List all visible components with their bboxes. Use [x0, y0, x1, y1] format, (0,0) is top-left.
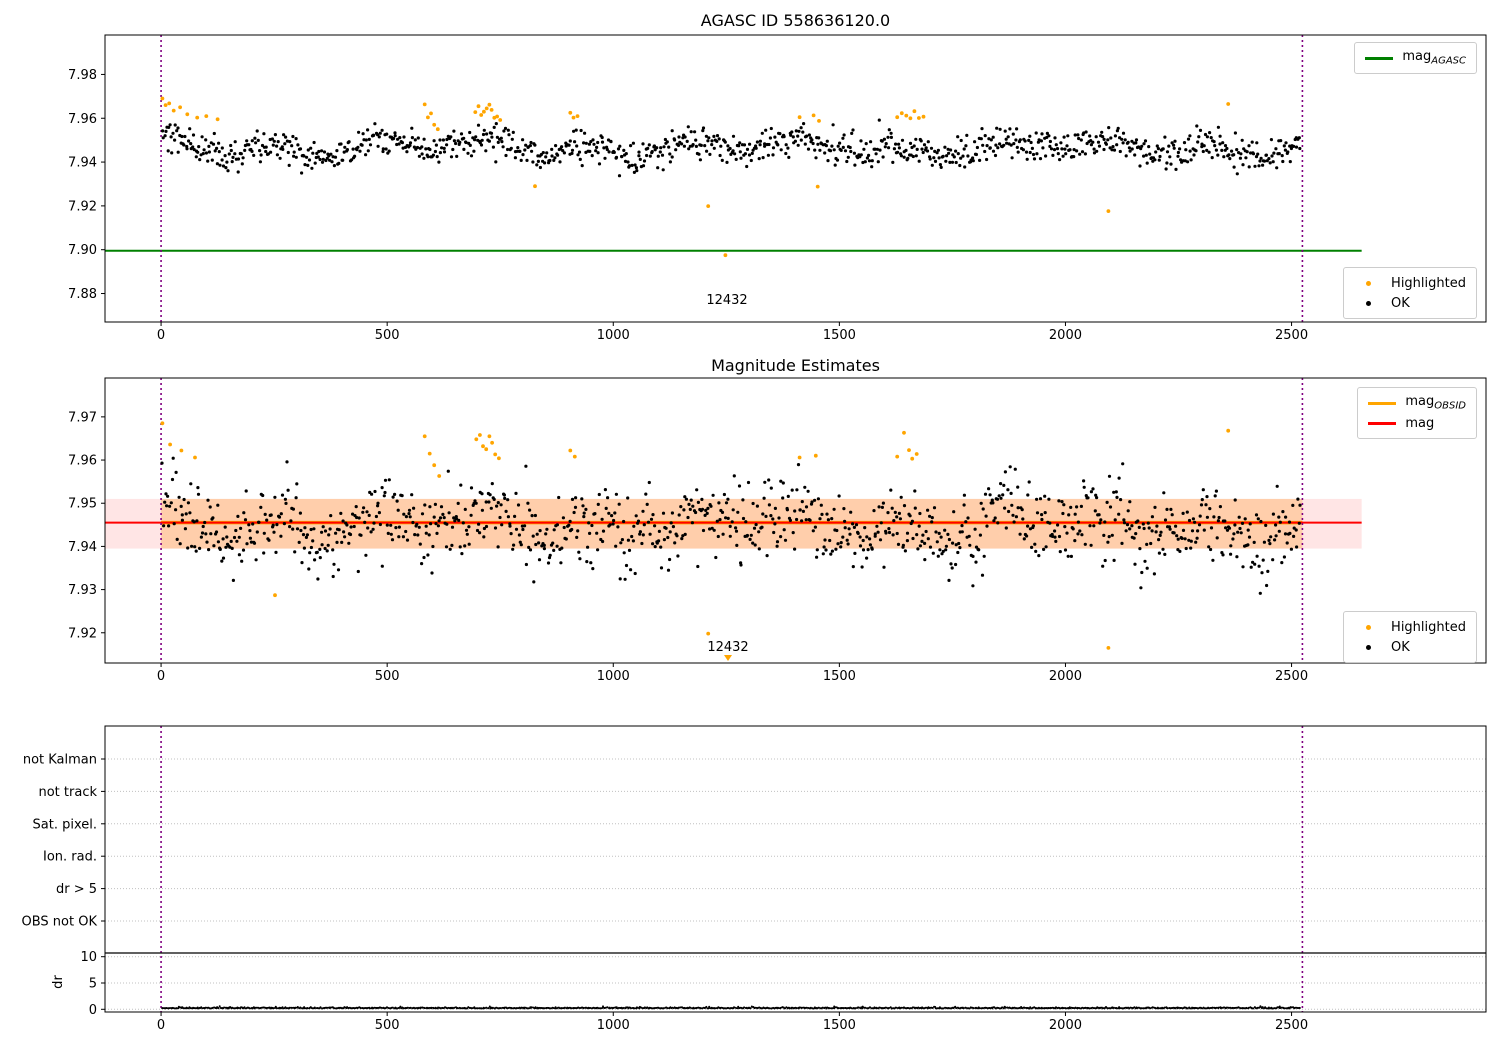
triangle-down-icon	[724, 655, 732, 661]
x-tick-label: 0	[157, 1018, 165, 1033]
y-tick-label: 7.97	[68, 410, 97, 425]
category-label: OBS not OK	[22, 915, 98, 930]
y-tick-label: 7.98	[68, 68, 97, 83]
x-tick-label: 2000	[1049, 669, 1082, 684]
x-tick-label: 2500	[1275, 1018, 1308, 1033]
legend-item-highlighted: Highlighted	[1354, 273, 1466, 293]
x-tick-label: 0	[157, 669, 165, 684]
ok-points	[160, 456, 1302, 595]
y-tick-label: 7.88	[68, 287, 97, 302]
orange-dot-icon	[1354, 624, 1382, 630]
y-tick-label: 7.92	[68, 626, 97, 641]
x-tick-label: 500	[375, 328, 400, 343]
x-tick-label: 500	[375, 669, 400, 684]
legend-item-mag-agasc: magAGASC	[1365, 48, 1466, 68]
x-tick-label: 500	[375, 1018, 400, 1033]
black-dot-icon	[1354, 300, 1382, 306]
legend-top-points: Highlighted OK	[1343, 267, 1477, 319]
category-label: Sat. pixel.	[33, 817, 97, 832]
x-tick-label: 2000	[1049, 1018, 1082, 1033]
dr-tick-label: 10	[80, 950, 97, 965]
plot-frame	[104, 725, 1487, 1013]
legend-label: magOBSID	[1405, 394, 1466, 412]
legend-item-mag: mag	[1368, 413, 1466, 433]
top-plot-title: AGASC ID 558636120.0	[700, 11, 891, 30]
legend-mag-lines: magOBSID mag	[1357, 387, 1477, 439]
x-tick-label: 1500	[823, 669, 856, 684]
plot-frame	[104, 377, 1487, 664]
x-tick-label: 0	[157, 328, 165, 343]
flags-plot: not Kalman not track Sat. pixel. Ion. rad. d…	[22, 725, 1487, 1033]
x-tick-label: 2500	[1275, 328, 1308, 343]
obsid-annotation-middle: 12432	[707, 640, 749, 655]
legend-middle-points: Highlighted OK	[1343, 611, 1477, 663]
green-line-icon	[1365, 56, 1394, 60]
dr-axis-label: dr	[51, 975, 66, 989]
legend-label: magAGASC	[1402, 49, 1466, 67]
x-tick-label: 1000	[597, 328, 630, 343]
y-tick-label: 7.96	[68, 112, 97, 127]
obsid-annotation-top: 12432	[706, 293, 748, 308]
middle-plot-title: Magnitude Estimates	[711, 356, 880, 375]
legend-mag-agasc: magAGASC	[1354, 42, 1477, 74]
plot-frame	[104, 34, 1487, 323]
red-line-icon	[1368, 421, 1397, 425]
y-tick-label: 7.90	[68, 243, 97, 258]
x-tick-label: 2000	[1049, 328, 1082, 343]
x-tick-label: 1000	[597, 1018, 630, 1033]
category-label: not Kalman	[23, 753, 97, 768]
legend-item-highlighted: Highlighted	[1354, 617, 1466, 637]
top-plot: 0 500 1000 1500 2000 2500 7.88 7.90 7.92 7.94 7.96…	[68, 34, 1487, 343]
x-tick-label: 1500	[823, 328, 856, 343]
x-tick-label: 1500	[823, 1018, 856, 1033]
ok-points	[161, 118, 1302, 178]
y-tick-label: 7.92	[68, 199, 97, 214]
legend-item-mag-obsid: magOBSID	[1368, 393, 1466, 413]
orange-line-icon	[1368, 401, 1397, 405]
y-tick-label: 7.95	[68, 497, 97, 512]
legend-item-ok: OK	[1354, 637, 1466, 657]
black-dot-icon	[1354, 644, 1382, 650]
dr-tick-label: 5	[89, 977, 97, 992]
orange-dot-icon	[1354, 280, 1382, 286]
highlighted-points	[160, 421, 1231, 650]
y-tick-label: 7.94	[68, 156, 97, 171]
dr-series-points	[161, 1005, 1301, 1010]
legend-label: mag	[1405, 415, 1435, 431]
legend-item-ok: OK	[1354, 293, 1466, 313]
y-tick-label: 7.94	[68, 540, 97, 555]
legend-label: OK	[1391, 295, 1410, 311]
highlighted-points	[160, 96, 1231, 258]
y-tick-label: 7.93	[68, 583, 97, 598]
legend-label: Highlighted	[1391, 619, 1466, 635]
x-tick-label: 2500	[1275, 669, 1308, 684]
dr-tick-label: 0	[89, 1003, 97, 1018]
category-label: not track	[38, 785, 97, 800]
legend-label: OK	[1391, 639, 1410, 655]
x-tick-label: 1000	[597, 669, 630, 684]
legend-label: Highlighted	[1391, 275, 1466, 291]
category-label: Ion. rad.	[43, 850, 97, 865]
middle-plot: 0 500 1000 1500 2000 2500 7.92 7.93 7.94 7.95 7.96…	[68, 377, 1487, 684]
category-label: dr > 5	[56, 882, 97, 897]
y-tick-label: 7.96	[68, 454, 97, 469]
